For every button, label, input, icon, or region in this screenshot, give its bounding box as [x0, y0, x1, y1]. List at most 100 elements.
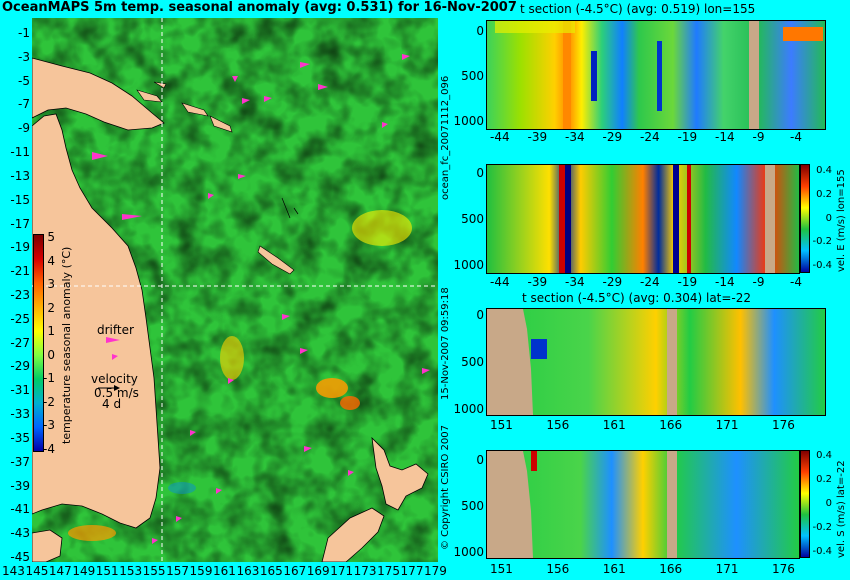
- map-x-tick: 173: [353, 564, 377, 578]
- map-colorbar-tick: -1: [43, 371, 55, 386]
- panel1-x-tick: -19: [677, 130, 698, 144]
- map-colorbar-tick: 1: [47, 324, 55, 339]
- panel4-colorbar-tick: -0.4: [812, 546, 832, 557]
- map-y-tick: -43: [10, 526, 30, 541]
- panel3-title: t section (-4.5°C) (avg: 0.304) lat=-22: [522, 291, 752, 305]
- panel2-x-tick: -34: [565, 275, 585, 289]
- map-x-tick: 175: [377, 564, 401, 578]
- issued-timestamp-label: 15-Nov-2007 09:59:18: [440, 287, 451, 400]
- panel1-title: t section (-4.5°C) (avg: 0.519) lon=155: [520, 2, 756, 16]
- map-colorbar-tick: -4: [43, 442, 55, 456]
- panel3-x-tick: 161: [602, 418, 626, 432]
- panel3-y-tick: 0: [476, 308, 484, 322]
- panel2-x-tick: -29: [602, 275, 623, 289]
- panel1-x-tick: -4: [790, 130, 802, 144]
- section-panel-1[interactable]: [486, 20, 826, 130]
- map-x-tick: 163: [236, 564, 260, 578]
- map-x-tick: 169: [306, 564, 330, 578]
- panel2-x-tick: -9: [752, 275, 765, 289]
- panel2-colorbar-tick: 0: [825, 212, 832, 224]
- map-x-tick: 177: [400, 564, 424, 578]
- solomon-islands: [136, 81, 233, 133]
- panel1-y-tick: 500: [461, 69, 484, 83]
- panel3-y-tick: 500: [461, 355, 484, 369]
- tasmania-land: [32, 529, 63, 562]
- map-y-tick: -1: [18, 26, 30, 40]
- panel2-y-tick: 500: [461, 212, 484, 226]
- panel2-colorbar-tick: -0.2: [812, 236, 832, 248]
- panel1-x-tick: -44: [490, 130, 510, 144]
- panel2-x-tick: -24: [640, 275, 660, 289]
- map-x-tick: 179: [424, 564, 447, 578]
- panel1-x-tick: -39: [527, 130, 548, 144]
- map-colorbar-tick: -3: [43, 418, 55, 433]
- forecast-file-label: ocean_fc_20071112_096: [440, 75, 451, 200]
- map-y-tick: -9: [18, 121, 30, 136]
- vanuatu-islands: [281, 197, 299, 219]
- panel3-field: [487, 309, 825, 415]
- panel3-x-tick: 156: [546, 418, 570, 432]
- panel4-colorbar-label: vel. S (m/s) lat=-22: [836, 460, 847, 558]
- panel2-colorbar-tick: 0.4: [816, 165, 832, 176]
- velocity-legend-label: velocity: [91, 372, 138, 386]
- copyright-label: © Copyright CSIRO 2007: [440, 425, 451, 550]
- panel2-x-tick: -19: [677, 275, 698, 289]
- section-panel-4[interactable]: [486, 450, 800, 559]
- map-x-tick: 145: [25, 564, 49, 578]
- map-y-tick: -39: [10, 478, 30, 493]
- panel2-field: [487, 165, 799, 273]
- panel4-colorbar: [800, 450, 810, 558]
- panel3-x-tick: 171: [715, 418, 739, 432]
- map-y-tick: -41: [10, 502, 30, 517]
- panel4-x-tick: 171: [715, 562, 739, 576]
- map-x-tick: 171: [330, 564, 354, 578]
- map-y-tick: -13: [10, 168, 30, 183]
- nz-south-island: [321, 507, 385, 562]
- panel1-x-tick: -34: [565, 130, 585, 144]
- map-y-tick: -7: [18, 97, 30, 112]
- map-y-tick: -21: [10, 264, 30, 279]
- panel2-x-tick: -39: [527, 275, 548, 289]
- panel4-x-tick: 161: [602, 562, 626, 576]
- australia-land: [32, 113, 161, 529]
- panel1-field: [487, 21, 825, 129]
- panel1-x-tick: -9: [752, 130, 765, 144]
- nz-north-island: [371, 436, 429, 511]
- map-y-tick: -5: [18, 73, 30, 88]
- panel4-x-tick: 151: [490, 562, 513, 576]
- velocity-legend-days: 4 d: [102, 397, 122, 411]
- panel4-x-tick: 156: [546, 562, 570, 576]
- map-colorbar-tick: -2: [43, 394, 55, 409]
- panel3-x-tick: 176: [772, 418, 795, 432]
- map-x-tick: 147: [48, 564, 72, 578]
- drifter-legend-icon: [106, 336, 120, 344]
- map-y-tick: -11: [10, 145, 30, 160]
- map-y-tick: -25: [10, 311, 30, 326]
- anomaly-map[interactable]: [32, 18, 438, 562]
- map-colorbar: [33, 234, 44, 452]
- section-panel-2[interactable]: [486, 164, 800, 274]
- panel3-x-tick: 166: [659, 418, 683, 432]
- panel3-y-tick: 1000: [453, 402, 484, 416]
- panel2-x-tick: -14: [715, 275, 735, 289]
- map-x-tick: 149: [72, 564, 96, 578]
- map-colorbar-tick: 5: [47, 230, 55, 244]
- panel4-x-tick: 176: [772, 562, 795, 576]
- map-x-tick: 161: [213, 564, 236, 578]
- map-y-tick: -29: [10, 359, 30, 374]
- map-x-tick: 167: [283, 564, 307, 578]
- velocity-legend-arrow-icon: [98, 385, 120, 391]
- panel2-x-tick: -44: [490, 275, 510, 289]
- map-x-tick: 153: [119, 564, 143, 578]
- map-y-tick: -3: [18, 49, 30, 64]
- panel1-x-tick: -29: [602, 130, 623, 144]
- section-panel-3[interactable]: [486, 308, 826, 416]
- map-colorbar-tick: 4: [47, 253, 55, 268]
- main-title: OceanMAPS 5m temp. seasonal anomaly (avg…: [2, 0, 517, 15]
- map-y-tick: -17: [10, 216, 30, 231]
- map-y-tick: -35: [10, 430, 30, 445]
- map-y-tick: -19: [10, 240, 30, 255]
- panel2-colorbar-tick: 0.2: [816, 188, 832, 200]
- map-x-tick: 151: [95, 564, 119, 578]
- panel2-colorbar-tick: -0.4: [812, 260, 832, 271]
